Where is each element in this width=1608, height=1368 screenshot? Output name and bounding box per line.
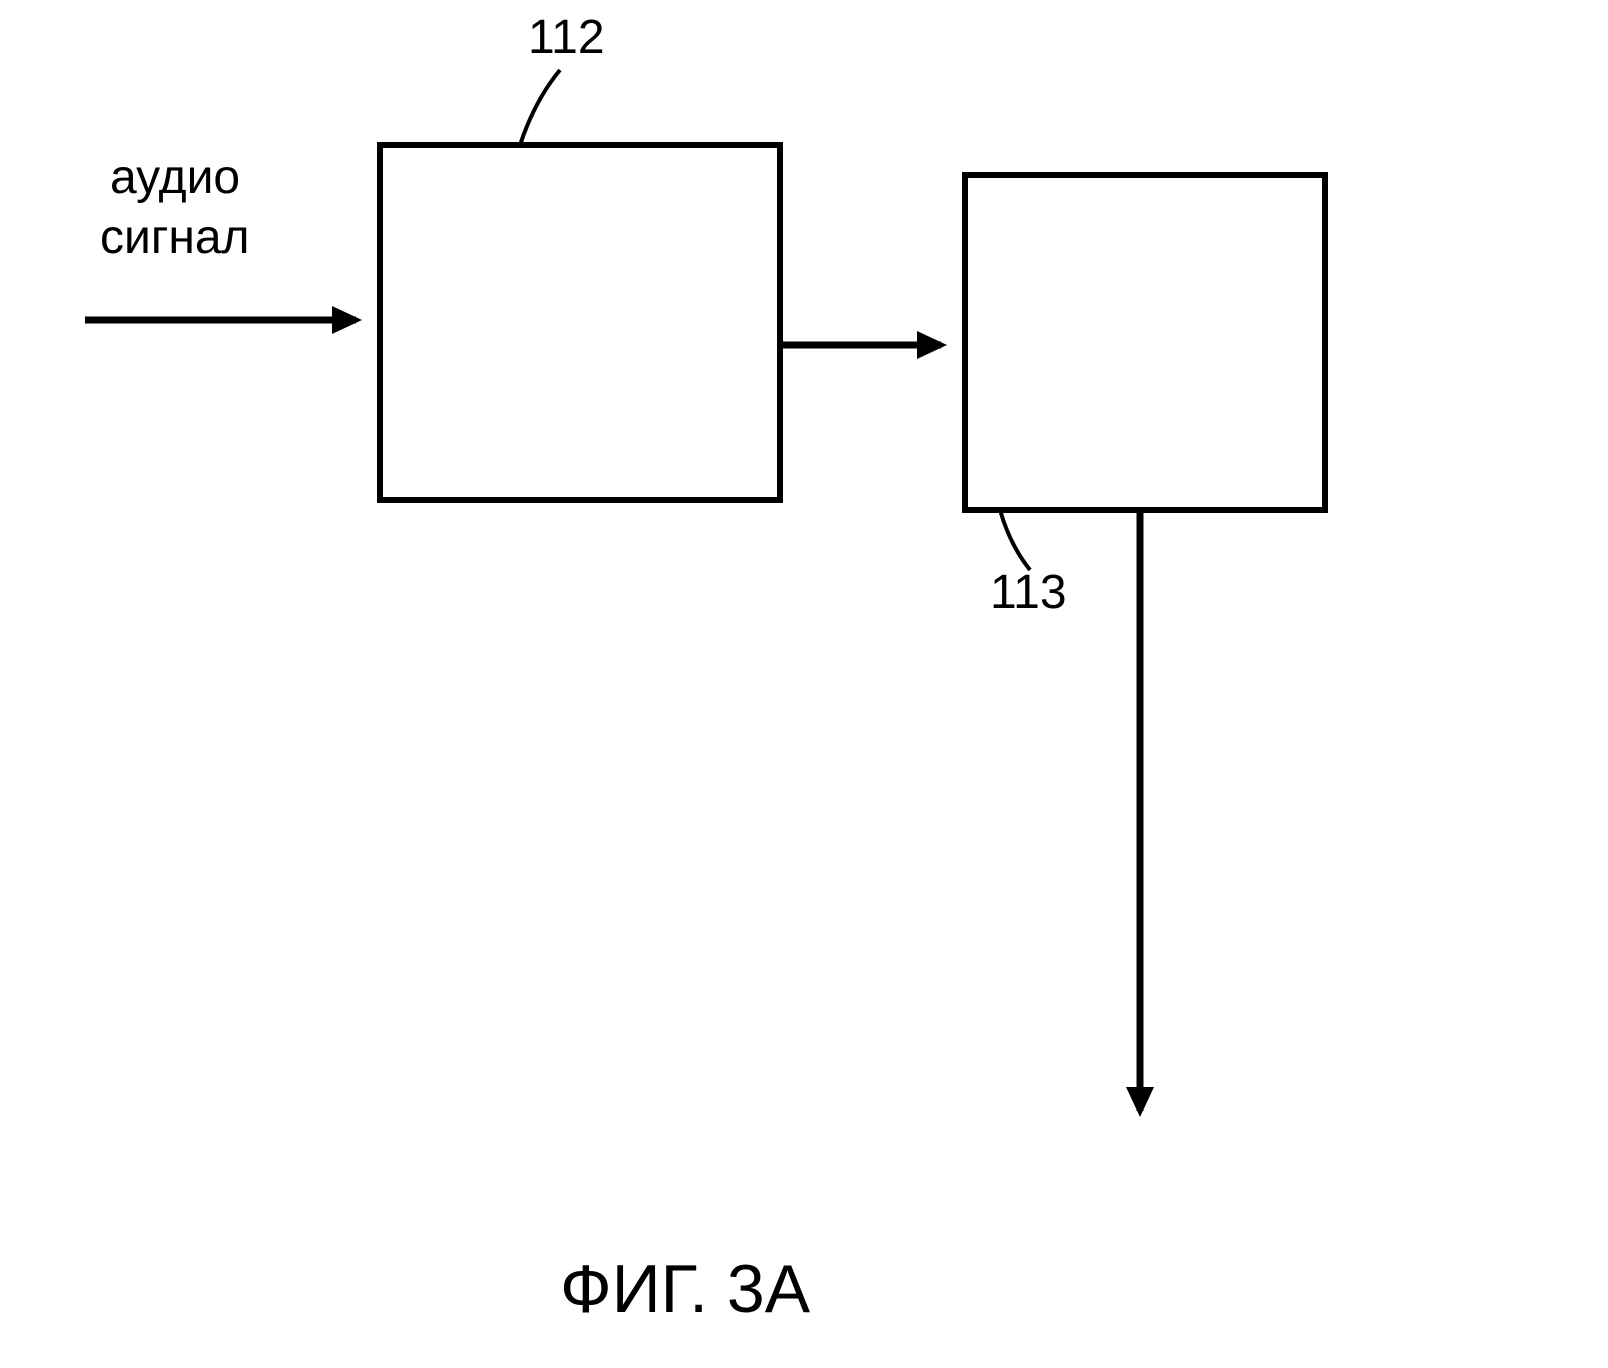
leader-113 [1000,510,1030,570]
leader-112 [520,70,560,145]
input-label-line2: сигнал [100,210,250,265]
block-diagram: аудио сигнал 112 113 ФИГ. 3A [0,0,1608,1368]
block-113 [965,175,1325,510]
ref-number-113: 113 [990,565,1067,620]
block-112 [380,145,780,500]
input-label-line1: аудио [110,150,240,205]
diagram-svg [0,0,1608,1368]
ref-number-112: 112 [528,10,605,65]
figure-caption: ФИГ. 3A [560,1250,810,1328]
